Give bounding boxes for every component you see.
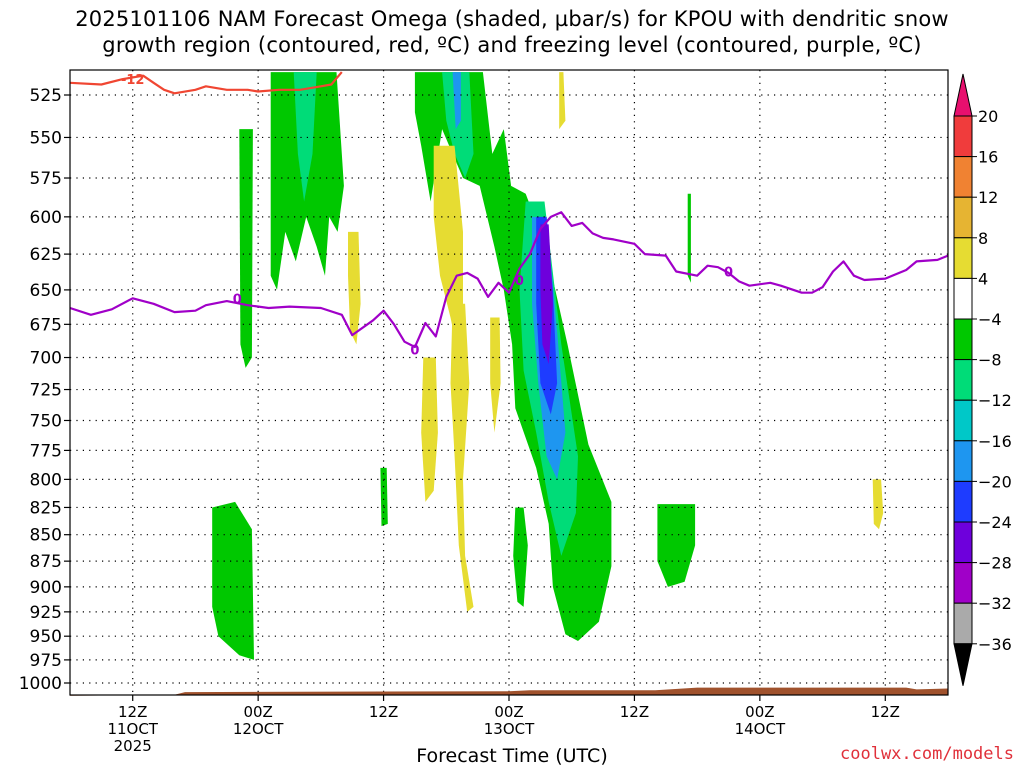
- colorbar-label: −28: [978, 554, 1012, 573]
- omega-region: [212, 501, 254, 660]
- y-tick-label: 825: [30, 498, 62, 518]
- y-tick-label: 525: [30, 86, 62, 106]
- colorbar-label: −16: [978, 432, 1012, 451]
- y-tick-label: 675: [30, 315, 62, 335]
- snow-growth-contour: [69, 71, 343, 95]
- y-tick-label: 1000: [19, 674, 62, 694]
- omega-region: [421, 357, 438, 502]
- colorbar-label: 12: [978, 188, 998, 207]
- colorbar-swatch: [953, 399, 973, 442]
- y-tick-label: 925: [30, 603, 62, 623]
- colorbar-label: 20: [978, 107, 998, 126]
- x-tick-label: 12Z: [871, 703, 900, 721]
- x-tick-label: 12Z: [369, 703, 398, 721]
- colorbar-label: −4: [978, 310, 1002, 329]
- y-tick-label: 800: [30, 470, 62, 490]
- colorbar-label: −8: [978, 351, 1002, 370]
- y-tick-label: 975: [30, 651, 62, 671]
- colorbar-swatch: [953, 156, 973, 198]
- colorbar-swatch: [953, 196, 973, 239]
- contour-label: 0: [233, 292, 242, 307]
- colorbar-label: 8: [978, 229, 988, 248]
- chart-title-line-1: 2025101106 NAM Forecast Omega (shaded, µ…: [75, 7, 949, 31]
- omega-region: [452, 72, 461, 130]
- x-tick-label: 14OCT: [735, 720, 786, 738]
- omega-region: [450, 303, 474, 612]
- colorbar-swatch: [953, 359, 973, 401]
- colorbar-swatch: [953, 521, 973, 564]
- colorbar-swatch: [953, 480, 973, 523]
- colorbar-bottom-arrow: [953, 643, 973, 686]
- omega-region: [293, 72, 317, 202]
- colorbar-swatch: [953, 440, 973, 482]
- colorbar-label: 4: [978, 269, 988, 288]
- contour-label: 0: [515, 274, 524, 289]
- colorbar-swatch: [953, 562, 973, 604]
- y-tick-label: 650: [30, 281, 62, 301]
- y-tick-label: 550: [30, 128, 62, 148]
- x-tick-label: 12Z: [620, 703, 649, 721]
- x-tick-label: 2025: [114, 737, 152, 755]
- x-tick-label: 12Z: [118, 703, 147, 721]
- colorbar-label: −12: [978, 391, 1012, 410]
- contour-label: 0: [410, 344, 419, 359]
- terrain-fill: [70, 687, 948, 696]
- y-tick-label: 575: [30, 169, 62, 189]
- colorbar-label: −24: [978, 513, 1012, 532]
- colorbar-swatch: [953, 318, 973, 361]
- omega-region: [380, 467, 388, 527]
- y-tick-label: 725: [30, 381, 62, 401]
- omega-region: [559, 72, 566, 130]
- y-tick-label: 950: [30, 627, 62, 647]
- x-tick-label: 00Z: [243, 703, 272, 721]
- colorbar-top-arrow: [953, 73, 973, 117]
- colorbar-label: −32: [978, 594, 1012, 613]
- contour-label: -12: [121, 73, 145, 88]
- y-tick-label: 900: [30, 578, 62, 598]
- colorbar-label: −20: [978, 472, 1012, 491]
- omega-region: [687, 193, 691, 283]
- omega-region: [490, 317, 501, 433]
- y-tick-label: 850: [30, 526, 62, 546]
- x-axis-label: Forecast Time (UTC): [416, 745, 608, 767]
- omega-region: [348, 231, 361, 345]
- omega-region: [513, 507, 528, 607]
- y-tick-label: 875: [30, 552, 62, 572]
- x-tick-label: 00Z: [745, 703, 774, 721]
- colorbar-label: 16: [978, 148, 998, 167]
- x-tick-label: 13OCT: [484, 720, 535, 738]
- y-tick-label: 600: [30, 208, 62, 228]
- omega-region: [239, 129, 253, 368]
- omega-region: [657, 504, 696, 587]
- freezing-level-contour: [69, 211, 949, 349]
- x-tick-label: 11OCT: [107, 720, 158, 738]
- colorbar-swatch: [953, 237, 973, 279]
- y-tick-label: 625: [30, 245, 62, 265]
- y-tick-label: 775: [30, 441, 62, 461]
- colorbar-label: −36: [978, 635, 1012, 654]
- y-tick-label: 750: [30, 411, 62, 431]
- omega-region: [872, 479, 884, 530]
- omega-region: [540, 224, 553, 364]
- contour-label: 0: [724, 265, 733, 280]
- colorbar-swatch: [953, 115, 973, 158]
- colorbar-swatch: [953, 277, 973, 320]
- y-tick-label: 700: [30, 349, 62, 369]
- x-tick-label: 12OCT: [233, 720, 284, 738]
- x-tick-label: 00Z: [494, 703, 523, 721]
- credit-link[interactable]: coolwx.com/models: [840, 744, 1014, 764]
- colorbar-swatch: [953, 602, 973, 645]
- chart-title-line-2: growth region (contoured, red, ºC) and f…: [102, 33, 922, 57]
